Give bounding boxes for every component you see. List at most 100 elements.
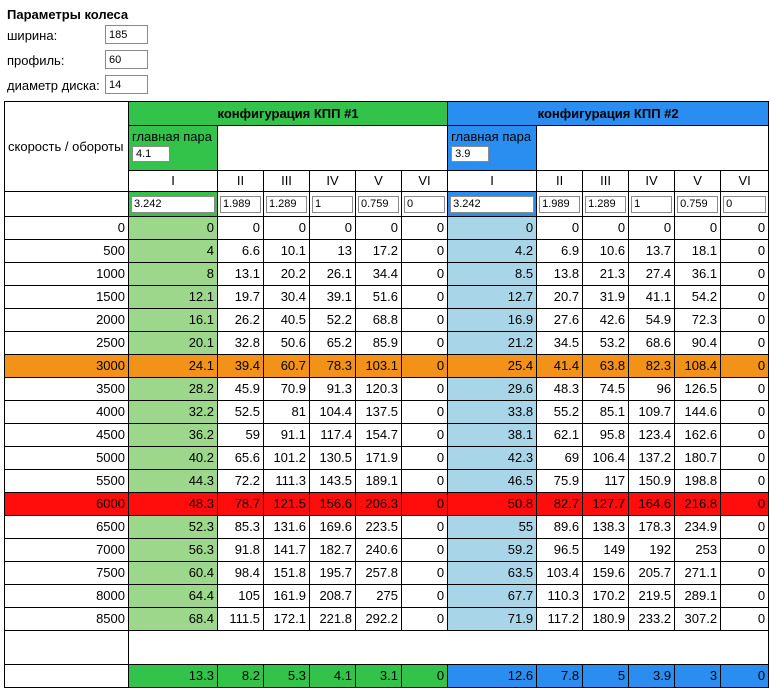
speed-cell: 45.9 (217, 377, 264, 401)
config-2-gear-5-ratio-input[interactable] (677, 195, 719, 213)
speed-cell: 0 (217, 216, 264, 240)
rpm-cell: 8000 (4, 584, 129, 608)
speed-cell: 60.7 (263, 354, 310, 378)
speed-cell: 103.4 (536, 561, 584, 585)
speed-cell: 71.9 (447, 607, 538, 631)
wheel-params-title: Параметры колеса (7, 7, 129, 22)
config-1-gear-2-ratio-input[interactable] (220, 195, 261, 213)
speed-cell: 48.3 (536, 377, 584, 401)
config-2-gear-6-ratio-input[interactable] (723, 195, 767, 213)
table-row: 2000 16.1 26.2 40.5 52.2 68.8 0 16.9 27.6 42.6 54.… (4, 308, 770, 332)
speed-cell: 20.1 (128, 331, 218, 355)
gear-label-row: I II III IV V VI I II III IV V VI (5, 170, 770, 192)
speed-cell: 10.1 (263, 239, 310, 263)
rpm-cell: 1000 (4, 262, 129, 286)
gear-label-c2-5: V (674, 170, 722, 192)
width-input[interactable] (105, 25, 148, 44)
speed-cell: 0 (400, 354, 449, 378)
speed-cell: 120.3 (355, 377, 402, 401)
config-1-gear-1-ratio-input[interactable] (131, 195, 215, 213)
speed-cell: 52.5 (217, 400, 264, 424)
total-cell: 0 (400, 664, 449, 688)
speed-cell: 81 (263, 400, 310, 424)
speed-cell: 0 (720, 400, 770, 424)
speed-cell: 30.4 (263, 285, 310, 309)
speed-cell: 78.3 (309, 354, 356, 378)
speed-cell: 149 (582, 538, 630, 562)
speed-cell: 159.6 (582, 561, 630, 585)
speed-cell: 13.7 (628, 239, 676, 263)
spacer-row (4, 630, 770, 665)
total-cell: 13.3 (128, 664, 218, 688)
speed-cell: 169.6 (309, 515, 356, 539)
rim-diameter-row: диаметр диска: (7, 74, 148, 99)
speed-cell: 17.2 (355, 239, 402, 263)
table-row: 500 4 6.6 10.1 13 17.2 0 4.2 6.9 10.6 13.7 18.1 0 (4, 239, 770, 263)
gear-ratio-cell (217, 191, 264, 217)
table-row: 7000 56.3 91.8 141.7 182.7 240.6 0 59.2 96.5 149 1… (4, 538, 770, 562)
speed-cell: 0 (400, 561, 449, 585)
rpm-cell: 0 (4, 216, 129, 240)
config-2-gear-1-ratio-input[interactable] (450, 195, 535, 213)
speed-cell: 233.2 (628, 607, 676, 631)
config-1-main-pair-input[interactable] (132, 146, 170, 162)
gear-ratio-cell (674, 191, 722, 217)
speed-cell: 182.7 (309, 538, 356, 562)
speed-table: скорость / обороты конфигурация КПП #1 к… (4, 101, 770, 688)
speed-cell: 156.6 (309, 492, 356, 516)
gear-ratio-cell (582, 191, 630, 217)
totals-row: 13.3 8.2 5.3 4.1 3.1 0 12.6 7.8 5 3.9 3 0 (4, 664, 770, 688)
speed-cell: 69 (536, 446, 584, 470)
speed-cell: 307.2 (674, 607, 722, 631)
speed-cell: 16.1 (128, 308, 218, 332)
speed-cell: 60.4 (128, 561, 218, 585)
speed-cell: 0 (355, 216, 402, 240)
speed-cell: 180.7 (674, 446, 722, 470)
speed-cell: 0 (720, 607, 770, 631)
speed-cell: 101.2 (263, 446, 310, 470)
speed-cell: 223.5 (355, 515, 402, 539)
speed-cell: 51.6 (355, 285, 402, 309)
speed-cell: 33.8 (447, 400, 538, 424)
profile-input[interactable] (105, 50, 148, 69)
speed-rpm-label: скорость / обороты (4, 101, 129, 192)
speed-cell: 0 (400, 538, 449, 562)
speed-cell: 6.9 (536, 239, 584, 263)
speed-cell: 85.3 (217, 515, 264, 539)
speed-cell: 117 (582, 469, 630, 493)
speed-cell: 131.6 (263, 515, 310, 539)
speed-cell: 65.2 (309, 331, 356, 355)
config-2-gear-3-ratio-input[interactable] (585, 195, 627, 213)
config-1-gear-4-ratio-input[interactable] (312, 195, 353, 213)
gear-ratio-cell (128, 191, 218, 217)
speed-cell: 24.1 (128, 354, 218, 378)
speed-cell: 0 (720, 308, 770, 332)
total-cell: 5 (582, 664, 630, 688)
config-2-gear-4-ratio-input[interactable] (631, 195, 673, 213)
speed-cell: 0 (400, 400, 449, 424)
speed-cell: 53.2 (582, 331, 630, 355)
config-2-gear-2-ratio-input[interactable] (539, 195, 581, 213)
speed-cell: 82.3 (628, 354, 676, 378)
speed-cell: 0 (400, 216, 449, 240)
gear-ratio-cell (720, 191, 770, 217)
speed-cell: 0 (720, 446, 770, 470)
speed-cell: 4.2 (447, 239, 538, 263)
speed-cell: 56.3 (128, 538, 218, 562)
speed-cell: 55.2 (536, 400, 584, 424)
speed-cell: 38.1 (447, 423, 538, 447)
config-2-main-pair-input[interactable] (451, 146, 490, 162)
speed-cell: 0 (720, 216, 770, 240)
speed-cell: 13.1 (217, 262, 264, 286)
rim-diameter-input[interactable] (105, 75, 148, 94)
speed-cell: 34.4 (355, 262, 402, 286)
speed-cell: 28.2 (128, 377, 218, 401)
config-1-gear-6-ratio-input[interactable] (404, 195, 446, 213)
config-1-gear-5-ratio-input[interactable] (358, 195, 399, 213)
gear-label-c2-4: IV (628, 170, 676, 192)
rpm-cell: 4000 (4, 400, 129, 424)
config-1-gear-3-ratio-input[interactable] (266, 195, 307, 213)
total-cell: 4.1 (309, 664, 356, 688)
speed-cell: 41.1 (628, 285, 676, 309)
